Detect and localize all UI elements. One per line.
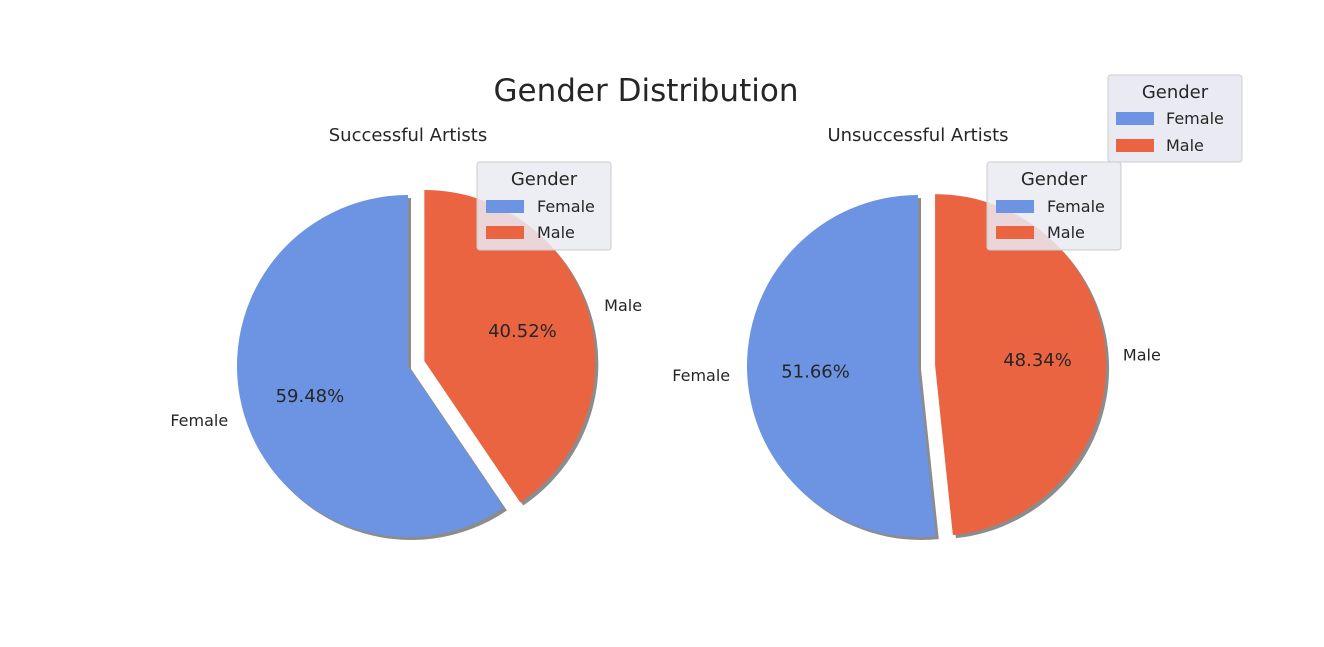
figure-legend-swatch-female	[1116, 112, 1154, 125]
figure-legend-label-male: Male	[1166, 136, 1204, 155]
pie-1-legend-label-female: Female	[537, 197, 595, 216]
pie-2-slice-male	[935, 194, 1107, 536]
pie-chart-1: Successful Artists 59.48% Female 40.52% Male…	[170, 125, 642, 540]
pie-1-legend-swatch-female	[486, 200, 524, 213]
pie-2-label-male: Male	[1123, 345, 1161, 364]
pie-2-slice-female	[746, 195, 936, 538]
pie-1-legend-swatch-male	[486, 226, 524, 239]
pie-2-legend-label-female: Female	[1047, 197, 1105, 216]
pie-1-label-male: Male	[604, 296, 642, 315]
pie-title-2: Unsuccessful Artists	[827, 125, 1008, 146]
pie-title-1: Successful Artists	[329, 125, 488, 146]
pie-charts: Successful Artists 59.48% Female 40.52% Male…	[170, 125, 1161, 540]
pie-1-legend-title: Gender	[511, 169, 578, 190]
pie-2-legend-title: Gender	[1021, 169, 1088, 190]
pie-chart-2: Unsuccessful Artists 51.66% Female 48.34% Ma…	[672, 125, 1161, 540]
pie-1-pct-female: 59.48%	[276, 386, 345, 407]
pie-1-legend: Gender Female Male	[476, 161, 612, 251]
pie-2-label-female: Female	[672, 366, 730, 385]
pie-2-pct-male: 48.34%	[1003, 350, 1072, 371]
pie-2-pct-female: 51.66%	[781, 361, 850, 382]
pie-2-legend-swatch-female	[996, 200, 1034, 213]
figure-title: Gender Distribution	[494, 73, 799, 109]
pie-1-legend-label-male: Male	[537, 223, 575, 242]
pie-1-slice-female	[237, 195, 504, 537]
figure-legend: Gender Female Male	[1107, 74, 1243, 163]
pie-1-slice-male	[424, 189, 596, 503]
figure-legend-swatch-male	[1116, 139, 1154, 152]
pie-2-legend-swatch-male	[996, 226, 1034, 239]
pie-2-legend: Gender Female Male	[986, 161, 1122, 251]
pie-1-pct-male: 40.52%	[488, 321, 557, 342]
figure-legend-label-female: Female	[1166, 109, 1224, 128]
pie-1-label-female: Female	[170, 411, 228, 430]
pie-2-legend-label-male: Male	[1047, 223, 1085, 242]
figure-legend-title: Gender	[1142, 82, 1209, 103]
